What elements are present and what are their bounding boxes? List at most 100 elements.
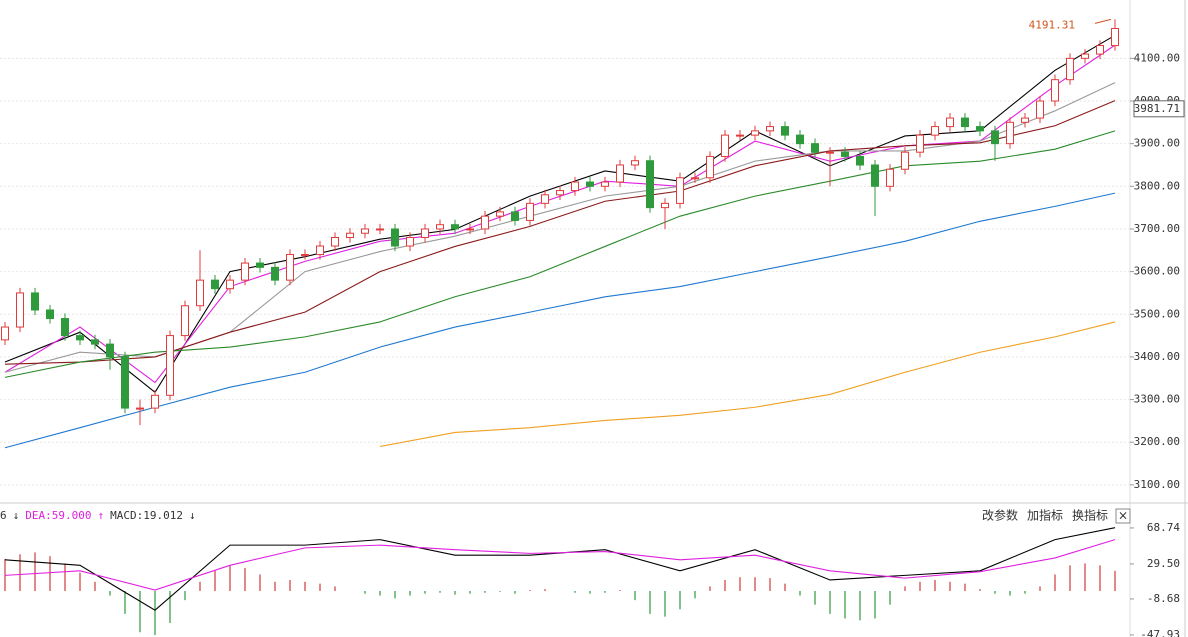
indicator-line: [4, 34, 1116, 394]
y-tick-label: 3300.00: [1134, 393, 1180, 406]
indicator-line: [4, 192, 1116, 449]
candle-body: [271, 266, 279, 281]
candle-body: [151, 394, 159, 409]
y-tick-label: 3900.00: [1134, 137, 1180, 150]
candle-body: [376, 228, 384, 231]
candle-body: [76, 335, 84, 341]
y-tick-label: 68.74: [1147, 521, 1180, 534]
y-tick-label: -8.68: [1147, 592, 1180, 605]
y-tick-label: 3700.00: [1134, 222, 1180, 235]
candle-body: [751, 130, 759, 136]
candle-body: [826, 151, 834, 154]
candle-body: [946, 117, 954, 128]
candle-body: [286, 254, 294, 281]
candle-body: [241, 262, 249, 281]
candle-body: [166, 335, 174, 396]
candle-body: [526, 202, 534, 221]
candle-body: [1081, 53, 1089, 59]
macd-header: DEA:59.000: [25, 509, 91, 522]
candle-body: [646, 160, 654, 209]
candle-body: [736, 134, 744, 137]
candle-body: [211, 279, 219, 290]
candle-body: [61, 318, 69, 337]
candle-body: [796, 134, 804, 145]
candle-body: [316, 245, 324, 256]
candle-body: [421, 228, 429, 238]
candle-body: [856, 155, 864, 166]
candle-body: [556, 190, 564, 196]
button[interactable]: 加指标: [1027, 508, 1063, 523]
price-box: [1133, 100, 1185, 118]
y-tick-label: 3800.00: [1134, 179, 1180, 192]
y-tick-label: 3500.00: [1134, 307, 1180, 320]
candle-body: [1066, 57, 1074, 81]
candle-body: [916, 134, 924, 153]
candle-body: [811, 143, 819, 153]
candle-body: [256, 262, 264, 268]
candle-body: [586, 181, 594, 187]
candle-body: [631, 160, 639, 166]
candle-body: [676, 177, 684, 204]
candle-body: [91, 339, 99, 345]
candle-body: [511, 211, 519, 221]
candle-body: [46, 309, 54, 320]
button[interactable]: 换指标: [1072, 508, 1108, 523]
candle-body: [31, 292, 39, 311]
high-label: 4191.31: [1029, 18, 1075, 31]
candle-body: [841, 151, 849, 157]
candle-body: [871, 164, 879, 187]
candle-body: [496, 211, 504, 217]
candle-body: [616, 164, 624, 183]
candle-body: [1021, 117, 1029, 123]
candle-body: [766, 126, 774, 132]
candle-body: [781, 126, 789, 136]
button[interactable]: 改参数: [982, 508, 1018, 523]
candle-body: [16, 292, 24, 328]
indicator-line: [379, 321, 1116, 448]
y-tick-label: 3200.00: [1134, 435, 1180, 448]
candle-body: [346, 232, 354, 238]
candle-body: [571, 181, 579, 192]
candle-body: [481, 215, 489, 230]
candle-body: [1111, 27, 1119, 47]
candle-body: [466, 228, 474, 231]
y-tick-label: 4100.00: [1134, 51, 1180, 64]
close-icon[interactable]: ×: [1118, 509, 1128, 523]
candle-body: [886, 168, 894, 187]
last-price: 3981.71: [1134, 102, 1180, 115]
candle-body: [121, 356, 129, 409]
candle-body: [436, 224, 444, 230]
candle-body: [976, 126, 984, 132]
candle-body: [991, 130, 999, 145]
candle-body: [1096, 45, 1104, 55]
close-button[interactable]: [1115, 508, 1131, 524]
candle-body: [931, 126, 939, 136]
candle-body: [226, 279, 234, 290]
candle-body: [331, 236, 339, 247]
indicator-line: [4, 527, 1116, 611]
macd-header: ↓: [13, 509, 20, 522]
y-tick-label: 3100.00: [1134, 478, 1180, 491]
macd-header: ↑: [97, 509, 104, 522]
candle-body: [391, 228, 399, 247]
candle-body: [706, 155, 714, 179]
candle-body: [406, 236, 414, 247]
indicator-line: [4, 130, 1116, 378]
candle-body: [961, 117, 969, 128]
candle-body: [136, 407, 144, 410]
y-tick-label: 29.50: [1147, 557, 1180, 570]
high-pointer: [1094, 18, 1112, 24]
candle-body: [451, 224, 459, 230]
candle-body: [1006, 121, 1014, 145]
macd-header: MACD:19.012: [110, 509, 183, 522]
candle-body: [1051, 79, 1059, 102]
candle-body: [721, 134, 729, 157]
indicator-line: [4, 539, 1116, 591]
candle-body: [361, 228, 369, 234]
y-tick-label: 3400.00: [1134, 350, 1180, 363]
indicator-line: [4, 100, 1116, 365]
candle-body: [901, 151, 909, 170]
candle-body: [541, 194, 549, 204]
candle-body: [1, 326, 9, 341]
